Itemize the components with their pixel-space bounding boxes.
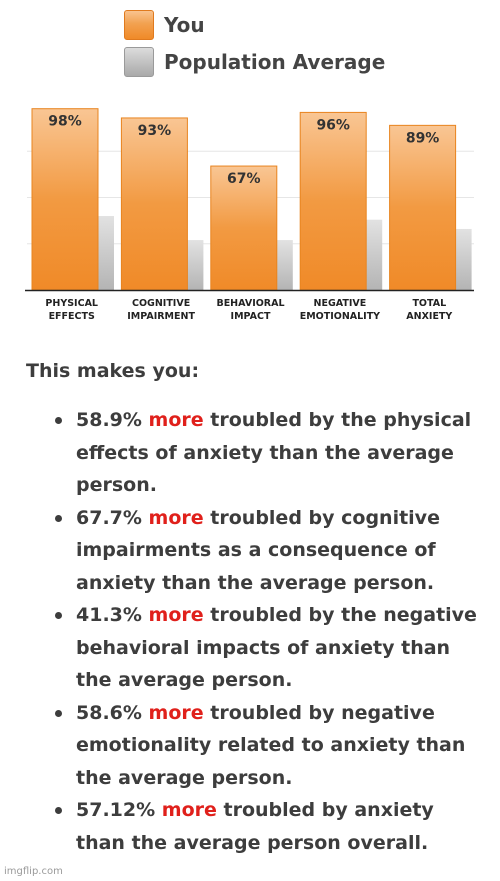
data-label-4: 89% [406, 130, 440, 146]
bar-you-0 [31, 108, 99, 291]
bar-you-1 [120, 117, 188, 291]
summary-text: troubled by the negative behavioral impa… [76, 604, 477, 691]
data-label-2: 67% [227, 171, 261, 187]
legend-label-you: You [164, 13, 205, 37]
more-highlight: more [148, 701, 204, 724]
bar-population-1 [187, 240, 204, 290]
summary-intro: This makes you: [26, 360, 200, 382]
summary-percent: 41.3% [76, 604, 142, 626]
data-label-0: 98% [48, 114, 82, 130]
watermark: imgflip.com [4, 866, 63, 877]
bar-population-0 [98, 216, 114, 290]
tick-label-3: NEGATIVE EMOTIONALITY [300, 298, 380, 322]
summary-item: 57.12% more troubled by anxiety than the… [55, 794, 486, 859]
data-label-3: 96% [316, 117, 350, 133]
chart-legend: You Population Average [124, 10, 385, 84]
legend-item-you: You [124, 10, 385, 40]
legend-swatch-population [124, 47, 154, 77]
summary-percent: 58.9% [76, 409, 142, 431]
bar-population-3 [366, 219, 383, 290]
more-highlight: more [161, 799, 217, 821]
bar-population-4 [455, 228, 472, 290]
more-highlight: more [148, 409, 204, 431]
chart-svg: 98% PHYSICAL EFFECTS 93% COGNITIVE IMPAIRMENT… [25, 108, 474, 322]
summary-section: This makes you: 58.9% more troubled by t… [26, 360, 486, 859]
summary-text: troubled by the physical effects of anxi… [76, 409, 472, 496]
summary-item: 58.9% more troubled by the physical effe… [55, 404, 486, 502]
bar-you-4 [389, 124, 457, 291]
tick-label-2: BEHAVIORAL IMPACT [216, 298, 284, 322]
summary-item: 58.6% more troubled by negative emotiona… [55, 697, 486, 795]
legend-swatch-you [124, 10, 154, 40]
tick-label-0: PHYSICAL EFFECTS [45, 298, 98, 322]
bar-you-2 [210, 165, 278, 291]
summary-item: 41.3% more troubled by the negative beha… [55, 599, 486, 697]
summary-text: troubled by negative emotionality relate… [76, 701, 466, 789]
summary-percent: 58.6% [76, 701, 142, 724]
summary-list: 58.9% more troubled by the physical effe… [26, 404, 486, 859]
bar-chart: 98% PHYSICAL EFFECTS 93% COGNITIVE IMPAIRMENT… [0, 95, 500, 330]
bar-you-3 [299, 111, 367, 291]
more-highlight: more [148, 506, 204, 529]
legend-item-population: Population Average [124, 47, 385, 77]
summary-percent: 67.7% [76, 506, 142, 529]
legend-label-population: Population Average [164, 50, 386, 74]
summary-text: troubled by anxiety than the average per… [76, 799, 434, 854]
tick-label-4: TOTAL ANXIETY [406, 298, 452, 322]
data-label-1: 93% [138, 123, 172, 139]
summary-item: 67.7% more troubled by cognitive impairm… [55, 502, 486, 600]
summary-text: troubled by cognitive impairments as a c… [76, 506, 440, 594]
more-highlight: more [148, 604, 204, 626]
summary-percent: 57.12% [76, 799, 156, 821]
bar-population-2 [276, 240, 293, 290]
tick-label-1: COGNITIVE IMPAIRMENT [127, 298, 195, 322]
